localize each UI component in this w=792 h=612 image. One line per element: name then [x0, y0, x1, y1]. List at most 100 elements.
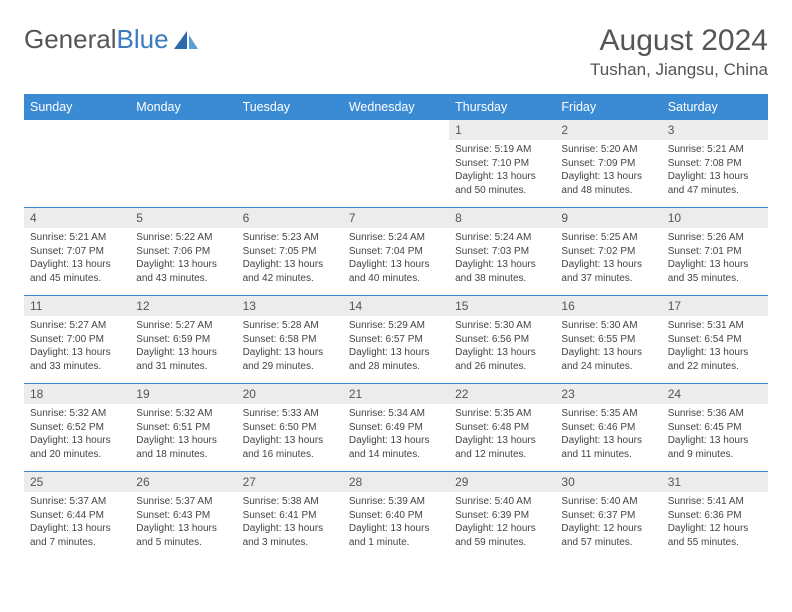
day-cell: 18Sunrise: 5:32 AMSunset: 6:52 PMDayligh…: [24, 384, 130, 472]
day-cell: 22Sunrise: 5:35 AMSunset: 6:48 PMDayligh…: [449, 384, 555, 472]
day-detail: Sunrise: 5:38 AMSunset: 6:41 PMDaylight:…: [237, 492, 343, 552]
day-cell: 6Sunrise: 5:23 AMSunset: 7:05 PMDaylight…: [237, 208, 343, 296]
day-cell: 2Sunrise: 5:20 AMSunset: 7:09 PMDaylight…: [555, 120, 661, 208]
logo-part2: Blue: [117, 24, 169, 54]
day-number: 30: [555, 472, 661, 492]
day-cell: 20Sunrise: 5:33 AMSunset: 6:50 PMDayligh…: [237, 384, 343, 472]
day-detail: Sunrise: 5:29 AMSunset: 6:57 PMDaylight:…: [343, 316, 449, 376]
day-cell: 1Sunrise: 5:19 AMSunset: 7:10 PMDaylight…: [449, 120, 555, 208]
header: GeneralBlue August 2024 Tushan, Jiangsu,…: [24, 24, 768, 80]
day-cell: 5Sunrise: 5:22 AMSunset: 7:06 PMDaylight…: [130, 208, 236, 296]
day-detail: Sunrise: 5:35 AMSunset: 6:46 PMDaylight:…: [555, 404, 661, 464]
day-cell: 25Sunrise: 5:37 AMSunset: 6:44 PMDayligh…: [24, 472, 130, 560]
day-detail: Sunrise: 5:25 AMSunset: 7:02 PMDaylight:…: [555, 228, 661, 288]
day-cell: 7Sunrise: 5:24 AMSunset: 7:04 PMDaylight…: [343, 208, 449, 296]
col-friday: Friday: [555, 95, 661, 120]
day-cell: 11Sunrise: 5:27 AMSunset: 7:00 PMDayligh…: [24, 296, 130, 384]
day-detail: Sunrise: 5:23 AMSunset: 7:05 PMDaylight:…: [237, 228, 343, 288]
day-detail: Sunrise: 5:28 AMSunset: 6:58 PMDaylight:…: [237, 316, 343, 376]
day-number: 7: [343, 208, 449, 228]
day-number: 26: [130, 472, 236, 492]
title-block: August 2024 Tushan, Jiangsu, China: [590, 24, 768, 80]
day-cell: 14Sunrise: 5:29 AMSunset: 6:57 PMDayligh…: [343, 296, 449, 384]
day-detail: Sunrise: 5:40 AMSunset: 6:37 PMDaylight:…: [555, 492, 661, 552]
day-cell: 8Sunrise: 5:24 AMSunset: 7:03 PMDaylight…: [449, 208, 555, 296]
day-cell: 13Sunrise: 5:28 AMSunset: 6:58 PMDayligh…: [237, 296, 343, 384]
day-detail: Sunrise: 5:21 AMSunset: 7:07 PMDaylight:…: [24, 228, 130, 288]
day-cell: 17Sunrise: 5:31 AMSunset: 6:54 PMDayligh…: [662, 296, 768, 384]
day-detail: Sunrise: 5:30 AMSunset: 6:55 PMDaylight:…: [555, 316, 661, 376]
day-detail: Sunrise: 5:30 AMSunset: 6:56 PMDaylight:…: [449, 316, 555, 376]
day-number: 25: [24, 472, 130, 492]
day-detail: Sunrise: 5:37 AMSunset: 6:44 PMDaylight:…: [24, 492, 130, 552]
day-cell: 9Sunrise: 5:25 AMSunset: 7:02 PMDaylight…: [555, 208, 661, 296]
day-cell: [237, 120, 343, 208]
logo-part1: General: [24, 24, 117, 54]
day-detail: Sunrise: 5:20 AMSunset: 7:09 PMDaylight:…: [555, 140, 661, 200]
day-detail: Sunrise: 5:32 AMSunset: 6:51 PMDaylight:…: [130, 404, 236, 464]
logo: GeneralBlue: [24, 24, 199, 55]
day-number: 22: [449, 384, 555, 404]
week-row: 11Sunrise: 5:27 AMSunset: 7:00 PMDayligh…: [24, 296, 768, 384]
day-number: 23: [555, 384, 661, 404]
logo-text: GeneralBlue: [24, 24, 169, 55]
day-number: 13: [237, 296, 343, 316]
day-number: 14: [343, 296, 449, 316]
day-detail: Sunrise: 5:19 AMSunset: 7:10 PMDaylight:…: [449, 140, 555, 200]
day-detail: Sunrise: 5:37 AMSunset: 6:43 PMDaylight:…: [130, 492, 236, 552]
day-detail: Sunrise: 5:39 AMSunset: 6:40 PMDaylight:…: [343, 492, 449, 552]
day-cell: [24, 120, 130, 208]
col-tuesday: Tuesday: [237, 95, 343, 120]
day-number: 24: [662, 384, 768, 404]
day-number: 28: [343, 472, 449, 492]
day-detail: Sunrise: 5:41 AMSunset: 6:36 PMDaylight:…: [662, 492, 768, 552]
week-row: 25Sunrise: 5:37 AMSunset: 6:44 PMDayligh…: [24, 472, 768, 560]
day-number: 5: [130, 208, 236, 228]
day-detail: Sunrise: 5:21 AMSunset: 7:08 PMDaylight:…: [662, 140, 768, 200]
day-number: 6: [237, 208, 343, 228]
day-number: 29: [449, 472, 555, 492]
day-number: 12: [130, 296, 236, 316]
day-number: 19: [130, 384, 236, 404]
day-number: 9: [555, 208, 661, 228]
day-number: 16: [555, 296, 661, 316]
col-monday: Monday: [130, 95, 236, 120]
day-cell: 21Sunrise: 5:34 AMSunset: 6:49 PMDayligh…: [343, 384, 449, 472]
week-row: 18Sunrise: 5:32 AMSunset: 6:52 PMDayligh…: [24, 384, 768, 472]
day-number: 18: [24, 384, 130, 404]
day-number: 20: [237, 384, 343, 404]
day-cell: 4Sunrise: 5:21 AMSunset: 7:07 PMDaylight…: [24, 208, 130, 296]
day-number: 17: [662, 296, 768, 316]
day-cell: 19Sunrise: 5:32 AMSunset: 6:51 PMDayligh…: [130, 384, 236, 472]
day-number: 4: [24, 208, 130, 228]
week-row: 1Sunrise: 5:19 AMSunset: 7:10 PMDaylight…: [24, 120, 768, 208]
day-cell: 28Sunrise: 5:39 AMSunset: 6:40 PMDayligh…: [343, 472, 449, 560]
day-number: 2: [555, 120, 661, 140]
day-cell: 10Sunrise: 5:26 AMSunset: 7:01 PMDayligh…: [662, 208, 768, 296]
day-cell: 23Sunrise: 5:35 AMSunset: 6:46 PMDayligh…: [555, 384, 661, 472]
day-number: 31: [662, 472, 768, 492]
day-detail: Sunrise: 5:26 AMSunset: 7:01 PMDaylight:…: [662, 228, 768, 288]
day-number: 11: [24, 296, 130, 316]
day-cell: [130, 120, 236, 208]
day-cell: 31Sunrise: 5:41 AMSunset: 6:36 PMDayligh…: [662, 472, 768, 560]
day-detail: Sunrise: 5:33 AMSunset: 6:50 PMDaylight:…: [237, 404, 343, 464]
day-detail: Sunrise: 5:27 AMSunset: 7:00 PMDaylight:…: [24, 316, 130, 376]
week-row: 4Sunrise: 5:21 AMSunset: 7:07 PMDaylight…: [24, 208, 768, 296]
day-number: 3: [662, 120, 768, 140]
col-saturday: Saturday: [662, 95, 768, 120]
day-detail: Sunrise: 5:31 AMSunset: 6:54 PMDaylight:…: [662, 316, 768, 376]
day-cell: 29Sunrise: 5:40 AMSunset: 6:39 PMDayligh…: [449, 472, 555, 560]
day-cell: 3Sunrise: 5:21 AMSunset: 7:08 PMDaylight…: [662, 120, 768, 208]
day-detail: Sunrise: 5:34 AMSunset: 6:49 PMDaylight:…: [343, 404, 449, 464]
calendar-table: SundayMondayTuesdayWednesdayThursdayFrid…: [24, 94, 768, 560]
day-number: 1: [449, 120, 555, 140]
day-cell: 12Sunrise: 5:27 AMSunset: 6:59 PMDayligh…: [130, 296, 236, 384]
day-cell: 26Sunrise: 5:37 AMSunset: 6:43 PMDayligh…: [130, 472, 236, 560]
col-wednesday: Wednesday: [343, 95, 449, 120]
day-number: 15: [449, 296, 555, 316]
day-detail: Sunrise: 5:27 AMSunset: 6:59 PMDaylight:…: [130, 316, 236, 376]
day-cell: 30Sunrise: 5:40 AMSunset: 6:37 PMDayligh…: [555, 472, 661, 560]
day-detail: Sunrise: 5:22 AMSunset: 7:06 PMDaylight:…: [130, 228, 236, 288]
day-detail: Sunrise: 5:35 AMSunset: 6:48 PMDaylight:…: [449, 404, 555, 464]
